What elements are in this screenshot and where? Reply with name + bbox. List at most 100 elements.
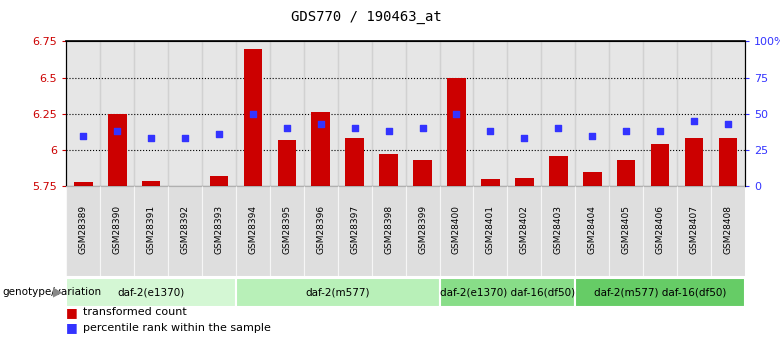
Bar — [711, 186, 745, 276]
Bar — [473, 186, 508, 276]
Point — [518, 136, 530, 141]
Bar — [609, 41, 643, 186]
Bar — [304, 41, 338, 186]
Bar — [507, 41, 541, 186]
Bar — [617, 160, 636, 186]
Point — [552, 126, 565, 131]
Text: GSM28399: GSM28399 — [418, 205, 427, 254]
Text: GSM28397: GSM28397 — [350, 205, 360, 254]
Text: daf-2(e1370): daf-2(e1370) — [118, 287, 185, 297]
Text: daf-2(m577): daf-2(m577) — [306, 287, 370, 297]
Bar — [583, 172, 601, 186]
Text: transformed count: transformed count — [83, 307, 187, 317]
Point — [349, 126, 361, 131]
Text: GSM28394: GSM28394 — [248, 205, 257, 254]
Bar — [371, 41, 406, 186]
Bar — [210, 176, 229, 186]
Bar — [440, 278, 576, 307]
Bar — [541, 41, 576, 186]
Bar — [66, 186, 101, 276]
Text: GSM28406: GSM28406 — [655, 205, 665, 254]
Bar — [236, 41, 270, 186]
Bar — [346, 138, 364, 186]
Point — [450, 111, 463, 117]
Bar — [236, 186, 270, 276]
Bar — [643, 186, 677, 276]
Bar — [168, 41, 202, 186]
Text: GSM28393: GSM28393 — [215, 205, 224, 254]
Text: daf-2(e1370) daf-16(df50): daf-2(e1370) daf-16(df50) — [440, 287, 575, 297]
Bar — [651, 144, 669, 186]
Point — [620, 128, 633, 134]
Bar — [576, 186, 609, 276]
Bar — [108, 114, 126, 186]
Bar — [576, 278, 745, 307]
Bar — [202, 41, 236, 186]
Bar — [406, 41, 440, 186]
Bar — [101, 186, 134, 276]
Bar — [711, 41, 745, 186]
Point — [77, 133, 90, 138]
Bar — [304, 186, 338, 276]
Bar — [371, 186, 406, 276]
Bar — [243, 49, 262, 186]
Bar — [440, 41, 473, 186]
Text: ▶: ▶ — [53, 286, 62, 299]
Text: GSM28392: GSM28392 — [180, 205, 190, 254]
Bar — [447, 78, 466, 186]
Text: GSM28390: GSM28390 — [112, 205, 122, 254]
Text: GSM28396: GSM28396 — [316, 205, 325, 254]
Text: daf-2(m577) daf-16(df50): daf-2(m577) daf-16(df50) — [594, 287, 726, 297]
Bar — [338, 41, 372, 186]
Bar — [168, 186, 202, 276]
Text: GDS770 / 190463_at: GDS770 / 190463_at — [291, 10, 442, 24]
Bar — [278, 140, 296, 186]
Text: ■: ■ — [66, 321, 78, 334]
Text: GSM28389: GSM28389 — [79, 205, 88, 254]
Text: percentile rank within the sample: percentile rank within the sample — [83, 323, 271, 333]
Point — [281, 126, 293, 131]
Text: GSM28403: GSM28403 — [554, 205, 563, 254]
Bar — [74, 182, 93, 186]
Bar — [515, 178, 534, 186]
Bar — [677, 41, 711, 186]
Bar — [413, 160, 432, 186]
Point — [246, 111, 259, 117]
Bar — [134, 186, 168, 276]
Point — [145, 136, 158, 141]
Point — [722, 121, 734, 127]
Bar — [718, 138, 737, 186]
Bar — [311, 112, 330, 186]
Point — [314, 121, 327, 127]
Point — [654, 128, 666, 134]
Point — [688, 118, 700, 124]
Bar — [202, 186, 236, 276]
Bar — [134, 41, 168, 186]
Text: GSM28408: GSM28408 — [723, 205, 732, 254]
Bar — [677, 186, 711, 276]
Text: GSM28398: GSM28398 — [384, 205, 393, 254]
Bar — [270, 186, 304, 276]
Bar — [507, 186, 541, 276]
Bar — [101, 41, 134, 186]
Text: GSM28395: GSM28395 — [282, 205, 292, 254]
Bar — [481, 179, 500, 186]
Bar — [66, 278, 236, 307]
Text: GSM28404: GSM28404 — [587, 205, 597, 254]
Text: GSM28400: GSM28400 — [452, 205, 461, 254]
Bar — [338, 186, 372, 276]
Text: GSM28407: GSM28407 — [690, 205, 699, 254]
Bar — [66, 41, 101, 186]
Point — [417, 126, 429, 131]
Bar — [406, 186, 440, 276]
Bar — [270, 41, 304, 186]
Point — [382, 128, 395, 134]
Bar — [379, 155, 398, 186]
Bar — [176, 186, 194, 189]
Text: GSM28391: GSM28391 — [147, 205, 156, 254]
Bar — [541, 186, 576, 276]
Bar — [685, 138, 704, 186]
Point — [179, 136, 191, 141]
Text: ■: ■ — [66, 306, 78, 319]
Bar — [609, 186, 643, 276]
